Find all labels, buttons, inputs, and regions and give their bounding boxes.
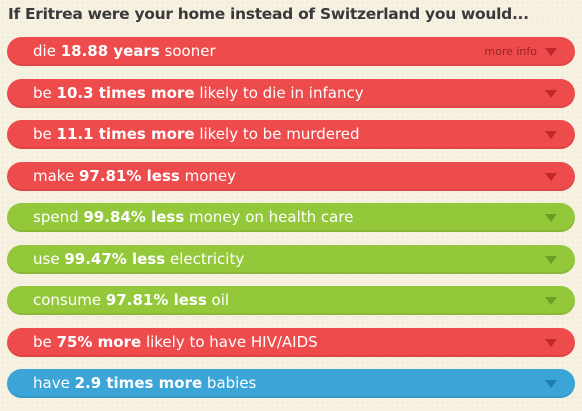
- row-text-suffix: oil: [206, 291, 230, 309]
- row-text-value: 97.81% less: [78, 166, 180, 185]
- row-text-prefix: have: [33, 374, 75, 392]
- comparison-row-oil[interactable]: consume 97.81% less oil: [7, 286, 575, 315]
- row-text-suffix: likely to die in infancy: [194, 83, 364, 102]
- row-text-prefix: use: [33, 249, 65, 268]
- row-text-suffix: babies: [202, 374, 257, 392]
- row-text-prefix: spend: [33, 208, 84, 226]
- row-text-value: 75% more: [56, 332, 142, 351]
- row-text-suffix: likely to be murdered: [194, 125, 360, 143]
- comparison-row-babies[interactable]: have 2.9 times more babies: [7, 369, 575, 398]
- chevron-down-icon[interactable]: [545, 338, 557, 347]
- row-text-prefix: be: [33, 83, 57, 102]
- chevron-down-icon[interactable]: [545, 214, 557, 222]
- more-info-link[interactable]: more info: [484, 45, 537, 58]
- row-text-value: 97.81% less: [105, 291, 207, 309]
- row-text-value: 11.1 times more: [56, 125, 195, 143]
- row-text-value: 99.84% less: [83, 208, 185, 226]
- comparison-row-income[interactable]: make 97.81% less money: [7, 161, 575, 191]
- chevron-down-icon[interactable]: [545, 172, 557, 181]
- row-text-prefix: die: [33, 42, 61, 60]
- row-text-prefix: consume: [33, 291, 106, 309]
- chevron-down-icon[interactable]: [545, 380, 557, 388]
- row-text-suffix: sooner: [159, 42, 216, 60]
- row-text-suffix: likely to have HIV/AIDS: [141, 332, 318, 351]
- row-text-prefix: make: [33, 166, 79, 185]
- comparison-list: die 18.88 years sooner more info be 10.3…: [7, 37, 575, 411]
- row-text-suffix: electricity: [165, 249, 245, 268]
- chevron-down-icon[interactable]: [545, 255, 557, 264]
- comparison-row-hiv[interactable]: be 75% more likely to have HIV/AIDS: [7, 327, 575, 357]
- page-heading: If Eritrea were your home instead of Swi…: [8, 5, 529, 23]
- chevron-down-icon[interactable]: [545, 131, 557, 139]
- row-text-suffix: money on health care: [184, 208, 354, 226]
- row-text-prefix: be: [33, 332, 57, 351]
- row-text-suffix: money: [179, 166, 236, 185]
- row-text-value: 18.88 years: [60, 42, 160, 60]
- row-text-value: 10.3 times more: [56, 83, 195, 102]
- chevron-down-icon[interactable]: [545, 297, 557, 305]
- row-text-value: 99.47% less: [64, 249, 166, 268]
- row-text-prefix: be: [33, 125, 57, 143]
- chevron-down-icon[interactable]: [545, 48, 557, 56]
- comparison-row-health-care[interactable]: spend 99.84% less money on health care: [7, 203, 575, 232]
- comparison-row-infant-mortality[interactable]: be 10.3 times more likely to die in infa…: [7, 78, 575, 108]
- chevron-down-icon[interactable]: [545, 89, 557, 98]
- comparison-row-life-expectancy[interactable]: die 18.88 years sooner more info: [7, 37, 575, 66]
- row-text-value: 2.9 times more: [74, 374, 203, 392]
- comparison-row-murder[interactable]: be 11.1 times more likely to be murdered: [7, 120, 575, 149]
- comparison-row-electricity[interactable]: use 99.47% less electricity: [7, 244, 575, 274]
